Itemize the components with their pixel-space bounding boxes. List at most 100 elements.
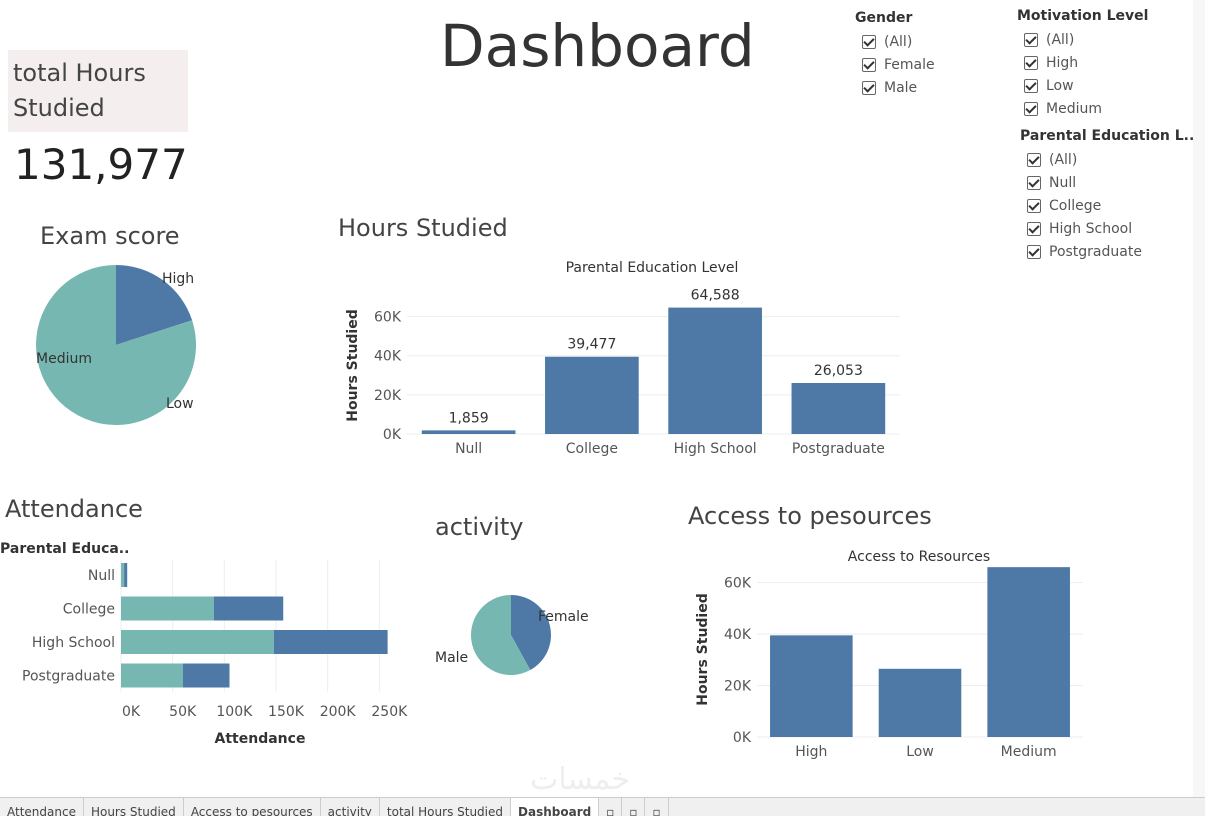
y-tick-label: 40K [374,349,402,365]
y-tick-label: High School [32,635,115,651]
x-tick-label: High School [674,441,757,457]
checkbox-checked-icon[interactable] [1027,221,1041,236]
checkbox-checked-icon[interactable] [862,80,876,95]
bar-segment[interactable] [273,630,388,654]
x-tick-label: Null [455,441,482,457]
access-bar-chart[interactable]: Access to Resources Hours Studied 0K 20K 40K… [685,540,1095,765]
bar-segment[interactable] [124,563,128,587]
bar-segment[interactable] [121,630,274,654]
kpi-card [8,50,188,132]
checkbox-checked-icon[interactable] [862,34,876,49]
filter-option[interactable]: Postgraduate [1027,240,1194,263]
sheet-tab[interactable]: Hours Studied [84,798,184,816]
y-tick-label: College [63,602,115,618]
bar[interactable] [770,635,853,737]
chart-title: Parental Educa.. [0,541,129,557]
exam-score-title: Exam score [40,222,180,250]
filter-option-label: (All) [884,33,913,50]
data-label: 1,859 [449,410,489,426]
x-tick-label: Medium [1001,744,1057,760]
x-axis-label: Attendance [215,731,306,747]
bar-segment[interactable] [214,596,284,621]
pie-label: Medium [36,351,92,367]
sheet-tab[interactable]: activity [321,798,380,816]
pie-slice-male[interactable] [471,595,531,675]
filter-option[interactable]: Female [862,53,935,76]
filter-title: Parental Education L.. [1020,128,1195,144]
y-tick-label: Postgraduate [22,669,115,685]
data-label: 26,053 [814,363,863,379]
y-axis-label: Hours Studied [695,593,711,706]
filter-title: Gender [855,10,913,26]
bar[interactable] [545,356,639,434]
chart-title: Parental Education Level [566,260,739,276]
checkbox-checked-icon[interactable] [1027,175,1041,190]
x-tick-label: High [795,744,827,760]
pie-slice-medium[interactable] [36,265,116,425]
pie-slice-female[interactable] [511,595,551,671]
kpi-value: 131,977 [14,140,188,189]
sheet-tab[interactable]: Attendance [0,798,84,816]
filter-option[interactable]: College [1027,194,1194,217]
bar-segment[interactable] [121,596,214,621]
checkbox-checked-icon[interactable] [1024,78,1038,93]
bar[interactable] [987,567,1070,737]
story-icon[interactable]: ▫ [645,798,669,816]
filter-option[interactable]: High [1024,51,1148,74]
filter-option[interactable]: Medium [1024,97,1148,120]
checkbox-checked-icon[interactable] [1027,244,1041,259]
dashboard-icon[interactable]: ▫ [622,798,646,816]
x-tick-label: 100K [216,704,253,720]
filter-option[interactable]: Male [862,76,935,99]
page-title: Dashboard [440,12,755,80]
checkbox-checked-icon[interactable] [1027,152,1041,167]
x-tick-label: 250K [371,704,408,720]
filter-title: Motivation Level [1017,8,1149,24]
sheet-tab[interactable]: total Hours Studied [380,798,512,816]
sheet-tab[interactable]: Dashboard [511,798,600,816]
data-label: 39,477 [567,337,616,353]
y-tick-label: 60K [724,576,752,592]
checkbox-checked-icon[interactable] [1024,101,1038,116]
pie-slice-high[interactable] [116,265,193,345]
y-axis-label: Hours Studied [345,309,361,422]
bar[interactable] [878,668,962,737]
filter-option[interactable]: (All) [1027,148,1194,171]
bar[interactable] [791,383,886,434]
checkbox-checked-icon[interactable] [1027,198,1041,213]
filter-option[interactable]: High School [1027,217,1194,240]
vertical-scrollbar[interactable] [1193,0,1205,797]
bar[interactable] [668,307,762,434]
bar-segment[interactable] [121,663,183,688]
attendance-title: Attendance [5,495,143,523]
bar-segment[interactable] [121,563,125,587]
y-tick-label: 60K [374,310,402,326]
activity-title: activity [435,513,524,541]
filter-option[interactable]: (All) [1024,28,1148,51]
checkbox-checked-icon[interactable] [1024,55,1038,70]
sheet-tab[interactable]: Access to pesources [184,798,321,816]
filter-option-label: Medium [1046,100,1102,117]
hours-studied-bar-chart[interactable]: Parental Education Level Hours Studied 0K 2… [335,250,915,465]
sheet-icon[interactable]: ▫ [599,798,623,816]
checkbox-checked-icon[interactable] [862,57,876,72]
pie-slice-low[interactable] [116,320,197,425]
x-tick-label: Low [906,744,934,760]
chart-title: Access to Resources [848,549,990,565]
filter-option[interactable]: Null [1027,171,1194,194]
filter-option[interactable]: (All) [862,30,935,53]
attendance-bar-chart[interactable]: Parental Educa.. 0K 50K 100K 150K 200K 250K Att… [0,535,410,750]
filter-option-label: Null [1049,174,1077,191]
filter-option-label: (All) [1046,31,1075,48]
bar[interactable] [421,430,516,434]
checkbox-checked-icon[interactable] [1024,32,1038,47]
activity-pie[interactable]: Female Male [420,580,620,690]
filter-motivation: Motivation Level (All) High Low Medium [1017,8,1148,120]
exam-score-pie[interactable]: High Low Medium [0,250,230,440]
filter-option[interactable]: Low [1024,74,1148,97]
bar-segment[interactable] [183,663,230,688]
filter-option-label: College [1049,197,1102,214]
watermark-logo: خمسات [530,762,631,797]
y-tick-label: 20K [724,679,752,695]
filter-option-label: Low [1046,77,1074,94]
